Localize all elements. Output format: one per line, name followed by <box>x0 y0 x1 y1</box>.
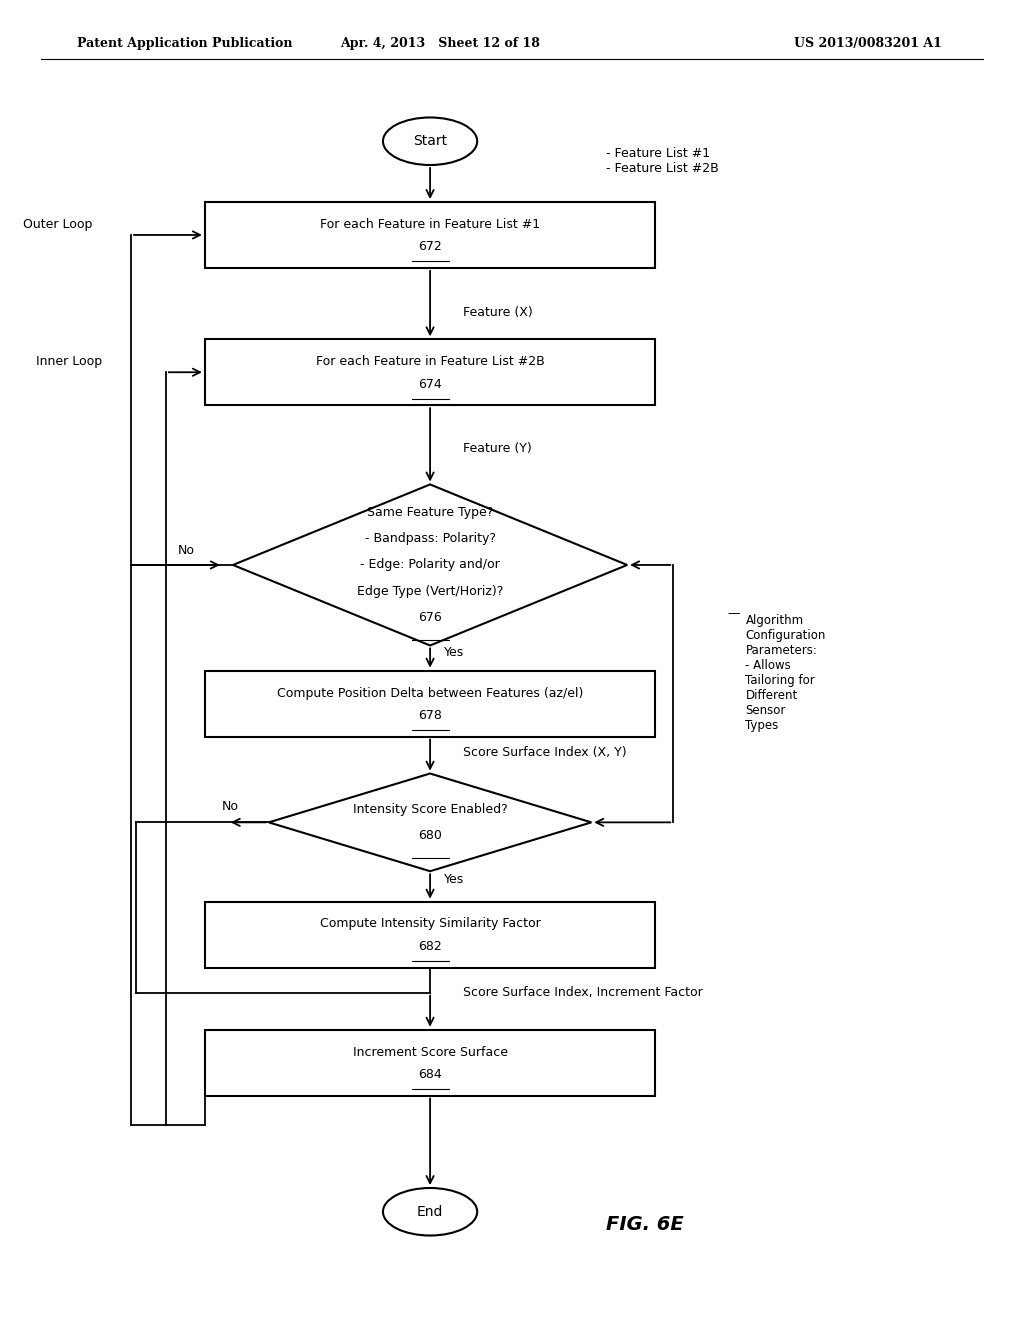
Text: Edge Type (Vert/Horiz)?: Edge Type (Vert/Horiz)? <box>357 585 503 598</box>
FancyBboxPatch shape <box>205 202 655 268</box>
Ellipse shape <box>383 1188 477 1236</box>
Text: End: End <box>417 1205 443 1218</box>
Text: —: — <box>727 607 739 620</box>
FancyBboxPatch shape <box>205 1030 655 1096</box>
Text: 678: 678 <box>418 709 442 722</box>
FancyBboxPatch shape <box>205 339 655 405</box>
Text: No: No <box>222 800 239 813</box>
Polygon shape <box>232 484 627 645</box>
Text: US 2013/0083201 A1: US 2013/0083201 A1 <box>795 37 942 50</box>
Text: Apr. 4, 2013   Sheet 12 of 18: Apr. 4, 2013 Sheet 12 of 18 <box>340 37 541 50</box>
Text: For each Feature in Feature List #2B: For each Feature in Feature List #2B <box>315 355 545 368</box>
Text: - Edge: Polarity and/or: - Edge: Polarity and/or <box>360 558 500 572</box>
Text: FIG. 6E: FIG. 6E <box>606 1216 684 1234</box>
FancyBboxPatch shape <box>205 671 655 737</box>
Text: - Feature List #1
- Feature List #2B: - Feature List #1 - Feature List #2B <box>606 147 719 176</box>
Text: 684: 684 <box>418 1068 442 1081</box>
Text: Yes: Yes <box>444 645 465 659</box>
Polygon shape <box>268 774 592 871</box>
Text: 682: 682 <box>418 940 442 953</box>
Text: Score Surface Index, Increment Factor: Score Surface Index, Increment Factor <box>463 986 702 999</box>
Text: Increment Score Surface: Increment Score Surface <box>352 1045 508 1059</box>
Text: Feature (Y): Feature (Y) <box>463 442 531 455</box>
Text: Inner Loop: Inner Loop <box>36 355 102 368</box>
FancyBboxPatch shape <box>205 902 655 968</box>
Ellipse shape <box>383 117 477 165</box>
Text: 680: 680 <box>418 829 442 842</box>
Text: Intensity Score Enabled?: Intensity Score Enabled? <box>352 803 508 816</box>
Text: No: No <box>178 544 195 557</box>
Text: Patent Application Publication: Patent Application Publication <box>77 37 292 50</box>
Text: 672: 672 <box>418 240 442 253</box>
Text: Score Surface Index (X, Y): Score Surface Index (X, Y) <box>463 746 627 759</box>
Text: Algorithm
Configuration
Parameters:
- Allows
Tailoring for
Different
Sensor
Type: Algorithm Configuration Parameters: - Al… <box>745 614 825 733</box>
Text: Outer Loop: Outer Loop <box>23 218 92 231</box>
Text: For each Feature in Feature List #1: For each Feature in Feature List #1 <box>321 218 540 231</box>
Text: Compute Intensity Similarity Factor: Compute Intensity Similarity Factor <box>319 917 541 931</box>
Text: Compute Position Delta between Features (az/el): Compute Position Delta between Features … <box>276 686 584 700</box>
Text: Yes: Yes <box>444 873 465 886</box>
Text: Same Feature Type?: Same Feature Type? <box>367 506 494 519</box>
Text: 674: 674 <box>418 378 442 391</box>
Text: 676: 676 <box>418 611 442 624</box>
Text: - Bandpass: Polarity?: - Bandpass: Polarity? <box>365 532 496 545</box>
Text: Feature (X): Feature (X) <box>463 306 532 319</box>
Text: Start: Start <box>413 135 447 148</box>
